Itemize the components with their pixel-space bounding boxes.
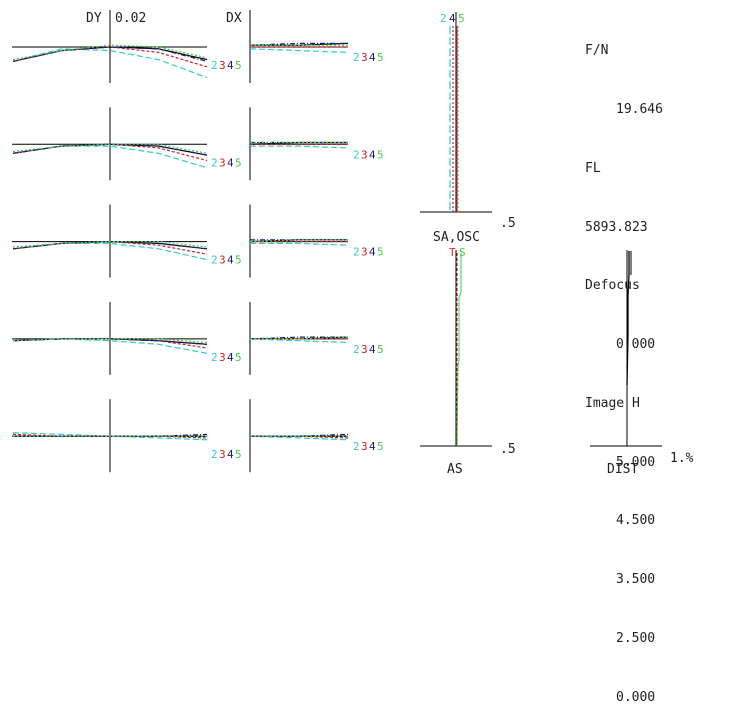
dy-curve-end-label: 2: [211, 448, 218, 461]
dy-curve-end-label: 2: [211, 351, 218, 364]
aberration-plot: 2233445522334455223344552233445522334455…: [12, 10, 662, 473]
dy-curve-end-label: 5: [235, 156, 242, 169]
dy-curve-end-label: 5: [235, 448, 242, 461]
sa-curve-label: 2: [440, 12, 447, 25]
dist-scale-label: 1.%: [670, 451, 694, 466]
dx-fan-curve: [249, 435, 349, 441]
as-scale-label: .5: [500, 442, 516, 457]
lens-info-panel: F/N 19.646 FL 5893.823 Defocus 0.000 Ima…: [585, 2, 663, 727]
dx-fan-curve: [250, 433, 349, 437]
dy-fan-curve: [12, 48, 208, 79]
dy-fan-curve: [12, 44, 208, 61]
dx-fan-curve: [249, 48, 349, 53]
dx-curve-end-label: 5: [377, 246, 384, 259]
fl-value: 5893.823: [585, 219, 648, 235]
sa-osc-label: SA,OSC: [433, 230, 480, 245]
as-label: AS: [447, 462, 463, 477]
dx-curve-end-label: 4: [369, 440, 376, 453]
dy-curve-end-label: 4: [227, 448, 234, 461]
dy-curve-end-label: 4: [227, 254, 234, 267]
dy-curve-end-label: 2: [211, 59, 218, 72]
dy-curve-end-label: 2: [211, 156, 218, 169]
dx-curve-end-label: 2: [353, 440, 360, 453]
dy-fan-curve: [12, 241, 208, 248]
distortion-curve: [626, 251, 630, 386]
dx-fan-curve: [249, 338, 349, 344]
dy-curve-end-label: 3: [219, 254, 226, 267]
dx-curve-end-label: 5: [377, 148, 384, 161]
dx-fan-curve: [250, 145, 349, 149]
dist-label: DIST: [607, 462, 639, 477]
dx-axis-label: DX: [226, 11, 242, 26]
dy-curve-end-label: 4: [227, 156, 234, 169]
dy-curve-end-label: 4: [227, 59, 234, 72]
imageh-value: 2.500: [616, 631, 656, 646]
dy-curve-end-label: 3: [219, 448, 226, 461]
dy-axis-label: DY: [86, 11, 102, 26]
defocus-value: 0.000: [616, 337, 656, 353]
sa-curve-label: 5: [458, 12, 465, 25]
sa-curve-label: 4: [449, 12, 456, 25]
as-curve-label: T: [449, 246, 456, 259]
dx-fan-curve: [250, 242, 349, 246]
dx-curve-end-label: 4: [369, 51, 376, 64]
sagittal-curve: [456, 253, 462, 447]
imageh-value: 0.000: [616, 689, 656, 705]
dx-curve-end-label: 3: [361, 51, 368, 64]
dx-curve-end-label: 3: [361, 246, 368, 259]
dy-curve-end-label: 3: [219, 156, 226, 169]
imageh-value: 5.000: [616, 454, 656, 470]
dx-curve-end-label: 5: [377, 440, 384, 453]
dy-fan-curve: [12, 143, 208, 154]
dy-fan-curve: [12, 432, 208, 441]
dx-curve-end-label: 3: [361, 148, 368, 161]
dy-curve-end-label: 3: [219, 351, 226, 364]
defocus-label: Defocus: [585, 278, 640, 294]
dy-scale-label: 0.02: [115, 11, 147, 26]
dx-curve-end-label: 4: [369, 246, 376, 259]
fn-label: F/N: [585, 43, 609, 59]
dx-fan-curve: [249, 42, 348, 46]
dy-curve-end-label: 2: [211, 254, 218, 267]
dy-curve-end-label: 4: [227, 351, 234, 364]
imageh-label: Image H: [585, 395, 640, 411]
dx-curve-end-label: 5: [377, 51, 384, 64]
dy-fan-curve: [12, 338, 208, 344]
imageh-value: 4.500: [616, 513, 656, 529]
dy-curve-end-label: 5: [235, 351, 242, 364]
fl-label: FL: [585, 160, 601, 176]
as-curve-label: S: [459, 246, 466, 259]
sa-scale-label: .5: [500, 216, 516, 231]
dx-curve-end-label: 4: [369, 343, 376, 356]
dy-curve-end-label: 5: [235, 59, 242, 72]
dx-curve-end-label: 3: [361, 343, 368, 356]
imageh-value: 3.500: [616, 572, 656, 588]
dx-curve-end-label: 2: [353, 148, 360, 161]
dx-curve-end-label: 2: [353, 246, 360, 259]
dx-curve-end-label: 4: [369, 148, 376, 161]
dy-curve-end-label: 3: [219, 59, 226, 72]
dx-curve-end-label: 3: [361, 440, 368, 453]
dx-curve-end-label: 2: [353, 51, 360, 64]
dx-fan-curve: [249, 239, 348, 243]
dy-curve-end-label: 5: [235, 254, 242, 267]
dx-fan-curve: [250, 336, 349, 340]
dx-curve-end-label: 2: [353, 343, 360, 356]
fn-value: 19.646: [616, 101, 663, 117]
dx-curve-end-label: 5: [377, 343, 384, 356]
